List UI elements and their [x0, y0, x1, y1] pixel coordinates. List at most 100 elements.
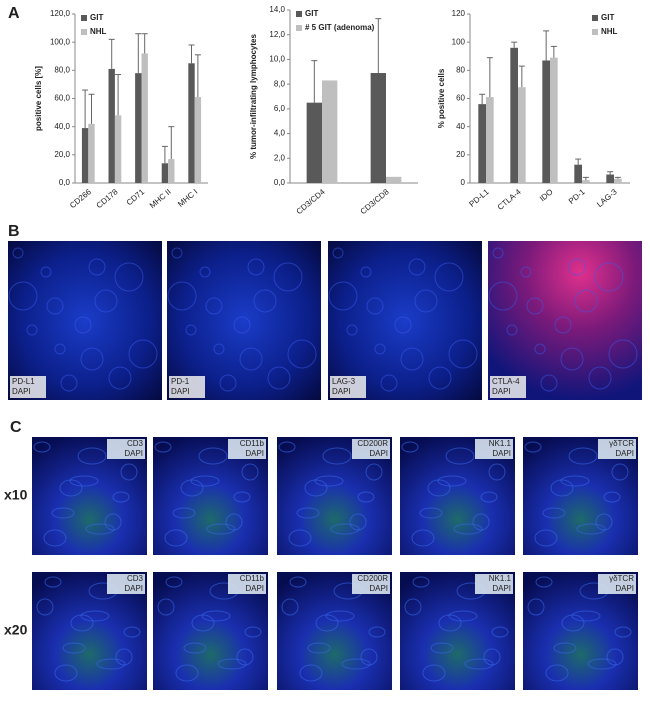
label-box	[228, 574, 266, 594]
tissue-texture	[571, 610, 601, 622]
tissue-texture	[330, 523, 360, 535]
legend-swatch	[592, 29, 598, 35]
tissue-texture	[278, 441, 296, 453]
y-tick-label: 40	[456, 122, 465, 131]
micrograph	[328, 241, 482, 400]
error-bar	[582, 176, 589, 181]
tissue-texture	[289, 576, 307, 588]
tissue-texture	[217, 658, 247, 670]
tissue-texture	[241, 463, 259, 481]
bar	[478, 104, 486, 183]
error-bar	[108, 38, 115, 69]
tissue-texture	[568, 447, 598, 465]
tissue-texture	[190, 475, 220, 487]
x-tick-label: CD3/CD8	[359, 187, 391, 216]
tissue-texture	[520, 266, 532, 278]
y-axis-label: % positive cells	[437, 68, 446, 128]
tissue-texture	[172, 507, 196, 519]
y-tick-label: 40,0	[54, 122, 70, 131]
tissue-texture	[360, 266, 372, 278]
marker-label: CD11b	[240, 439, 265, 448]
tissue-texture	[437, 475, 467, 487]
tissue-texture	[428, 366, 452, 390]
bar	[81, 128, 89, 183]
legend-swatch	[296, 25, 302, 31]
marker-label: PD-1	[171, 377, 190, 386]
tissue-texture	[368, 626, 386, 638]
tissue-texture	[69, 475, 99, 487]
y-tick-label: 60	[456, 94, 465, 103]
tissue-texture	[198, 447, 228, 465]
marker-label: LAG-3	[332, 377, 356, 386]
tissue-texture	[233, 491, 251, 503]
tissue-texture	[219, 374, 237, 392]
tissue-texture	[175, 664, 199, 682]
tissue-texture	[472, 513, 490, 531]
tissue-texture	[534, 343, 546, 355]
marker-label: NK1.1	[489, 574, 512, 583]
tissue-texture	[164, 529, 188, 547]
tissue-texture	[606, 648, 624, 666]
tissue-texture	[545, 664, 569, 682]
y-tick-label: 60,0	[54, 94, 70, 103]
y-tick-label: 20	[456, 150, 465, 159]
tissue-texture	[244, 626, 262, 638]
panel-label: C	[10, 419, 22, 436]
tissue-texture	[325, 610, 355, 622]
bar	[614, 178, 622, 183]
tissue-texture	[59, 479, 83, 497]
tissue-texture	[60, 374, 78, 392]
tissue-texture	[36, 598, 54, 616]
error-bar	[82, 89, 89, 129]
tissue-texture	[561, 614, 585, 632]
label-box	[598, 439, 636, 459]
tissue-texture	[213, 343, 225, 355]
bar	[188, 63, 195, 183]
tissue-texture	[77, 447, 107, 465]
x-tick-label: MHC I	[176, 187, 199, 208]
label-box	[352, 574, 390, 594]
tissue-texture	[535, 576, 553, 588]
tissue-texture	[253, 289, 277, 313]
tissue-texture	[394, 316, 412, 334]
tissue-texture	[400, 347, 424, 371]
bar	[108, 68, 115, 183]
label-box	[475, 439, 513, 459]
y-tick-label: 120	[452, 9, 466, 18]
y-tick-label: 12,0	[269, 30, 285, 39]
tissue-texture	[43, 529, 67, 547]
tissue-texture	[560, 475, 590, 487]
y-tick-label: 20,0	[54, 150, 70, 159]
bar	[582, 180, 590, 183]
tissue-texture	[191, 614, 215, 632]
bar	[542, 60, 550, 183]
bar	[322, 80, 338, 183]
bar	[161, 163, 169, 183]
tissue-texture	[322, 447, 352, 465]
marker-label: CD200R	[357, 574, 388, 583]
label-box	[490, 376, 526, 398]
legend-label: GIT	[305, 9, 318, 18]
tissue-texture	[94, 289, 118, 313]
bar	[550, 57, 558, 183]
tissue-texture	[128, 339, 158, 369]
tissue-texture	[526, 297, 544, 315]
tissue-texture	[180, 479, 204, 497]
marker-label: CD11b	[240, 574, 265, 583]
label-box	[330, 376, 366, 398]
legend-label: GIT	[90, 13, 103, 22]
tissue-texture	[304, 479, 328, 497]
error-bar	[168, 126, 175, 160]
tissue-texture	[603, 491, 621, 503]
bar	[370, 73, 386, 183]
tissue-texture	[527, 598, 545, 616]
tissue-texture	[40, 266, 52, 278]
error-bar	[375, 18, 382, 74]
tissue-texture	[307, 642, 331, 654]
counterstain-label: DAPI	[492, 449, 511, 458]
marker-label: γδTCR	[609, 439, 634, 448]
tissue-texture	[506, 324, 518, 336]
tissue-texture	[287, 339, 317, 369]
tissue-texture	[550, 479, 574, 497]
